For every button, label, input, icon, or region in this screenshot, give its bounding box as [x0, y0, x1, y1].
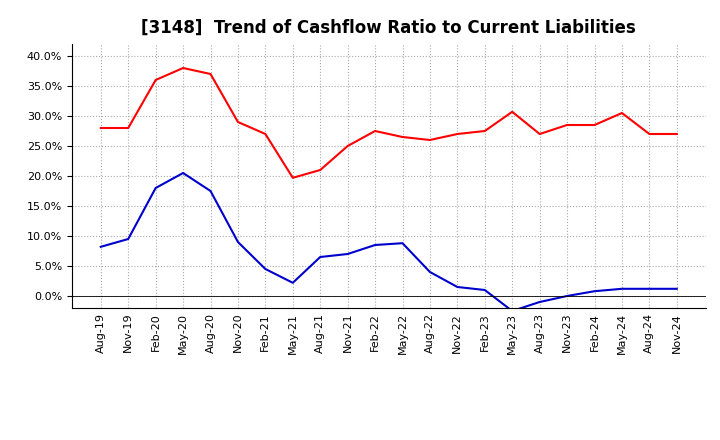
- Operating CF to Current Liabilities: [124, 125, 132, 131]
- Operating CF to Current Liabilities: [508, 109, 516, 114]
- Free CF to Current Liabilities: [316, 254, 325, 260]
- Free CF to Current Liabilities: [398, 241, 407, 246]
- Free CF to Current Liabilities: [261, 266, 270, 271]
- Operating CF to Current Liabilities: [371, 128, 379, 134]
- Operating CF to Current Liabilities: [179, 66, 187, 71]
- Line: Operating CF to Current Liabilities: Operating CF to Current Liabilities: [101, 68, 677, 178]
- Free CF to Current Liabilities: [672, 286, 681, 291]
- Operating CF to Current Liabilities: [316, 167, 325, 172]
- Free CF to Current Liabilities: [124, 236, 132, 242]
- Operating CF to Current Liabilities: [233, 119, 242, 125]
- Operating CF to Current Liabilities: [563, 122, 572, 128]
- Free CF to Current Liabilities: [645, 286, 654, 291]
- Free CF to Current Liabilities: [536, 299, 544, 304]
- Free CF to Current Liabilities: [426, 269, 434, 275]
- Operating CF to Current Liabilities: [343, 143, 352, 149]
- Operating CF to Current Liabilities: [206, 71, 215, 77]
- Operating CF to Current Liabilities: [151, 77, 160, 83]
- Title: [3148]  Trend of Cashflow Ratio to Current Liabilities: [3148] Trend of Cashflow Ratio to Curren…: [141, 19, 636, 37]
- Operating CF to Current Liabilities: [645, 132, 654, 137]
- Operating CF to Current Liabilities: [590, 122, 599, 128]
- Line: Free CF to Current Liabilities: Free CF to Current Liabilities: [101, 173, 677, 311]
- Free CF to Current Liabilities: [563, 293, 572, 299]
- Operating CF to Current Liabilities: [672, 132, 681, 137]
- Free CF to Current Liabilities: [480, 287, 489, 293]
- Operating CF to Current Liabilities: [536, 132, 544, 137]
- Free CF to Current Liabilities: [179, 170, 187, 176]
- Operating CF to Current Liabilities: [96, 125, 105, 131]
- Free CF to Current Liabilities: [508, 308, 516, 314]
- Operating CF to Current Liabilities: [453, 132, 462, 137]
- Free CF to Current Liabilities: [618, 286, 626, 291]
- Free CF to Current Liabilities: [343, 251, 352, 257]
- Operating CF to Current Liabilities: [618, 110, 626, 116]
- Operating CF to Current Liabilities: [480, 128, 489, 134]
- Operating CF to Current Liabilities: [398, 134, 407, 139]
- Free CF to Current Liabilities: [151, 185, 160, 191]
- Operating CF to Current Liabilities: [426, 137, 434, 143]
- Free CF to Current Liabilities: [233, 239, 242, 245]
- Free CF to Current Liabilities: [453, 284, 462, 290]
- Free CF to Current Liabilities: [590, 289, 599, 294]
- Operating CF to Current Liabilities: [289, 175, 297, 180]
- Free CF to Current Liabilities: [96, 244, 105, 249]
- Free CF to Current Liabilities: [289, 280, 297, 286]
- Free CF to Current Liabilities: [206, 188, 215, 194]
- Operating CF to Current Liabilities: [261, 132, 270, 137]
- Free CF to Current Liabilities: [371, 242, 379, 248]
